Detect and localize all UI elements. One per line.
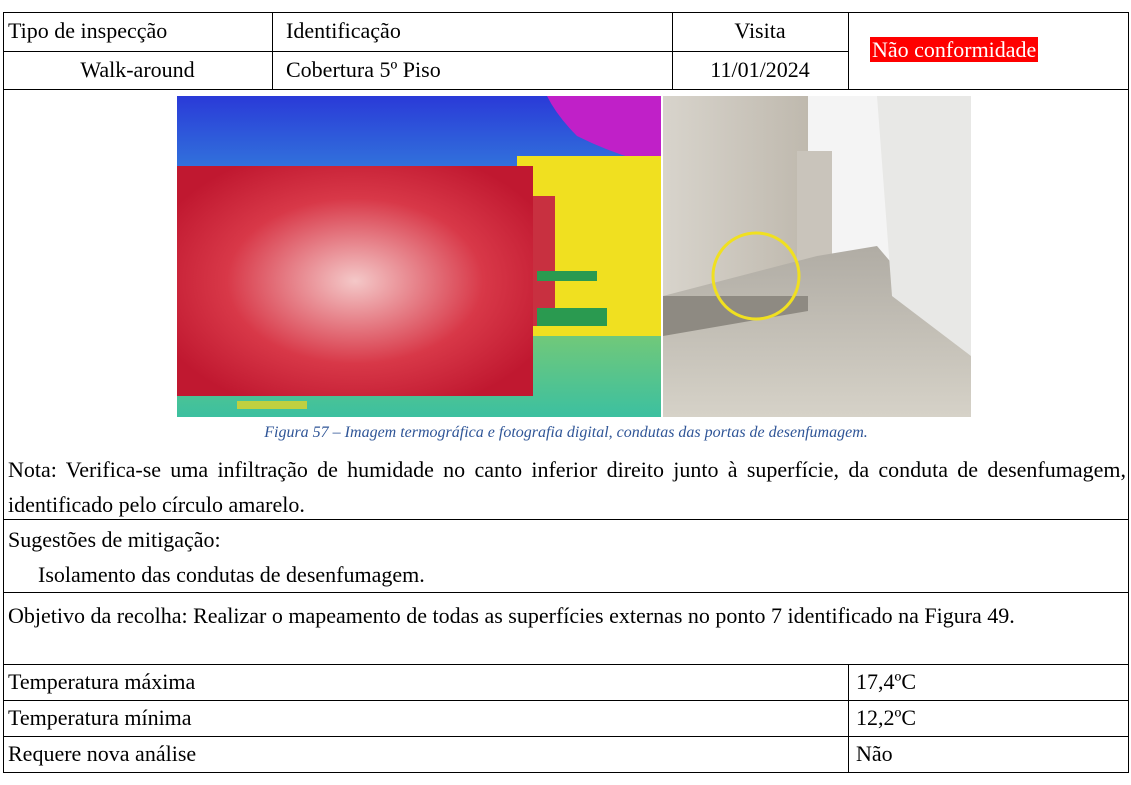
measure-value: 17,4ºC bbox=[856, 669, 916, 694]
border bbox=[3, 12, 1129, 13]
border bbox=[1128, 12, 1129, 773]
status-badge: Não conformidade bbox=[870, 37, 1039, 62]
measure-value: 12,2ºC bbox=[856, 705, 916, 730]
section-title: Sugestões de mitigação: bbox=[8, 527, 221, 552]
border bbox=[848, 664, 849, 772]
border bbox=[3, 736, 1129, 737]
mitigation-text: Isolamento das condutas de desenfumagem. bbox=[38, 562, 425, 587]
measure-label: Requere nova análise bbox=[8, 741, 197, 766]
border bbox=[3, 700, 1129, 701]
measure-value: Não bbox=[856, 741, 893, 766]
header-value: 11/01/2024 bbox=[710, 57, 810, 82]
border bbox=[3, 592, 1129, 593]
border bbox=[3, 89, 1129, 90]
note: Nota: Verifica-se uma infiltração de hum… bbox=[8, 457, 1126, 517]
header-value: Walk-around bbox=[80, 57, 195, 82]
border bbox=[3, 12, 4, 773]
figure-images bbox=[177, 96, 971, 417]
header-value: Cobertura 5º Piso bbox=[286, 57, 441, 82]
measure-label: Temperatura máxima bbox=[8, 669, 196, 694]
header-label: Identificação bbox=[286, 18, 401, 43]
border bbox=[672, 12, 673, 89]
border bbox=[848, 12, 849, 89]
objective: Objetivo da recolha: Realizar o mapeamen… bbox=[8, 603, 1015, 628]
border bbox=[3, 51, 848, 52]
header-label: Visita bbox=[734, 18, 786, 43]
border bbox=[3, 519, 1129, 520]
measure-label: Temperatura mínima bbox=[8, 705, 192, 730]
border bbox=[3, 772, 1129, 773]
border bbox=[3, 664, 1129, 665]
border bbox=[272, 12, 273, 89]
header-label: Tipo de inspecção bbox=[8, 18, 168, 43]
figure-caption: Figura 57 – Imagem termográfica e fotogr… bbox=[264, 424, 868, 441]
